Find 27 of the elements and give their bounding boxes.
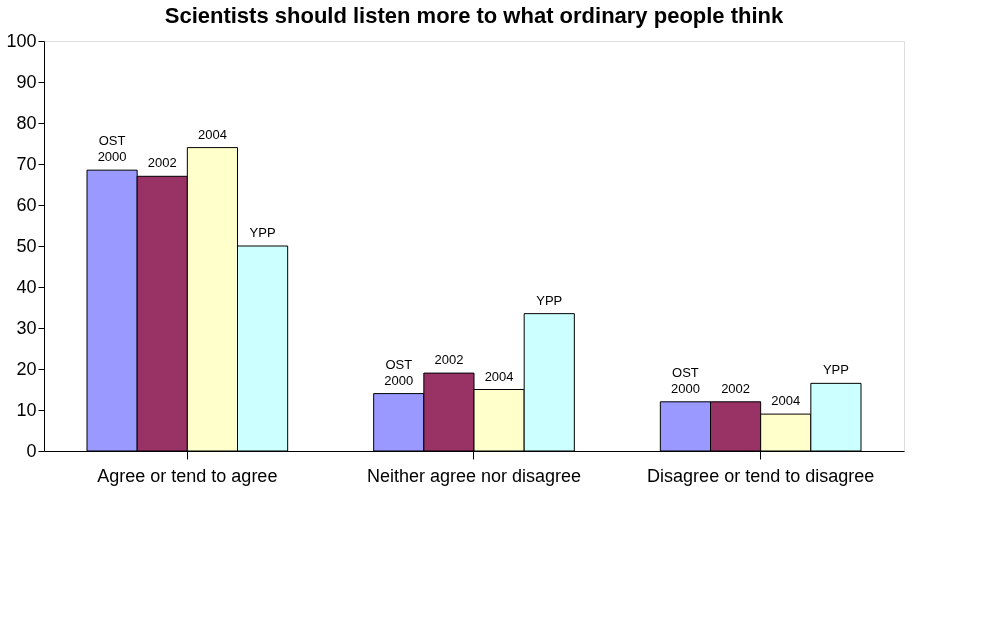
- y-tick-label: 50: [16, 235, 37, 256]
- chart-title: Scientists should listen more to what ordinary people think: [164, 3, 785, 28]
- y-tick-label: 100: [6, 30, 37, 51]
- series-label: 2002: [147, 155, 177, 171]
- y-tick-label: 60: [16, 194, 37, 215]
- text: 2004: [771, 393, 801, 409]
- y-tick-label: 70: [16, 153, 37, 174]
- series-label: YPP: [249, 225, 276, 240]
- text: 2002: [721, 380, 751, 396]
- text: YPP: [822, 362, 849, 378]
- series-label: OST 2000: [97, 133, 127, 165]
- text: 2004: [484, 368, 514, 384]
- series-label: 2004: [197, 126, 227, 142]
- x-tick-label: Neither agree nor disagree: [366, 465, 582, 486]
- x-tick-label: Agree or tend to agree: [97, 465, 278, 486]
- x-tick-label: Disagree or tend to disagree: [647, 465, 875, 486]
- y-tick-label: 80: [16, 112, 37, 133]
- y-tick-label: 0: [26, 440, 37, 461]
- text: YPP: [536, 292, 563, 308]
- text: OST 2000: [670, 364, 700, 396]
- y-tick-label: 30: [16, 317, 37, 338]
- y-tick-label: 90: [16, 71, 37, 92]
- text: OST 2000: [384, 356, 414, 388]
- text: 2002: [434, 352, 464, 368]
- y-tick-label: 40: [16, 276, 37, 297]
- y-tick-label: 20: [16, 358, 37, 379]
- y-tick-label: 10: [16, 399, 37, 420]
